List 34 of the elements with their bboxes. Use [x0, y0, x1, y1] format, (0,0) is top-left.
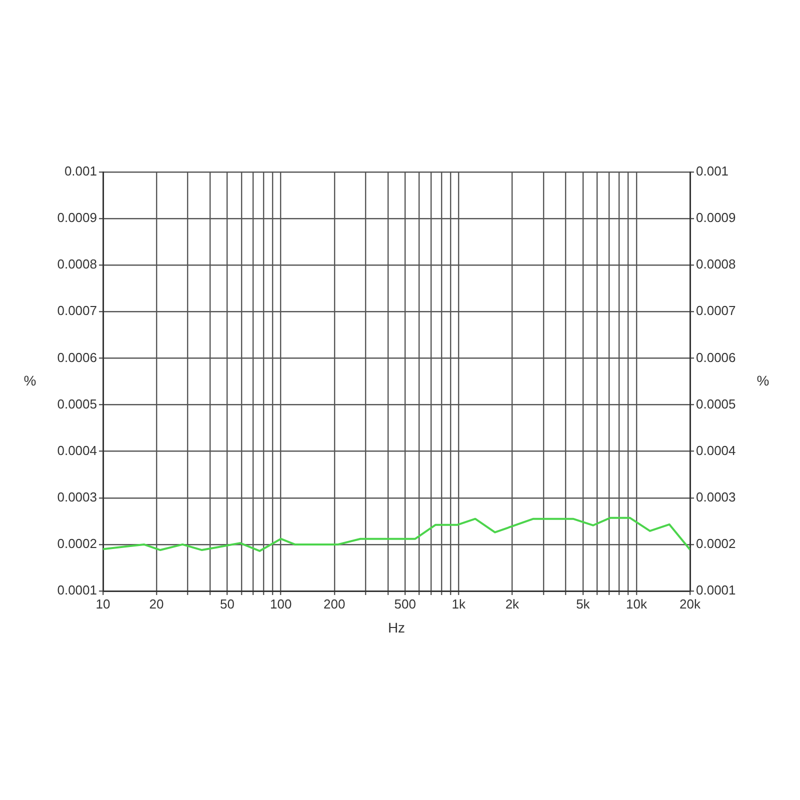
- x-tick-label: 5k: [576, 596, 590, 612]
- y2-tick-label: 0.0003: [696, 489, 736, 504]
- x-tick-label: 100: [270, 596, 292, 612]
- y-axis-title: %: [24, 372, 36, 388]
- x-axis-title: Hz: [388, 619, 406, 636]
- x-tick-label: 2k: [505, 596, 520, 612]
- y-tick-label: 0.001: [64, 164, 97, 179]
- y2-tick-label: 0.0004: [696, 442, 736, 458]
- y2-tick-label: 0.0009: [696, 210, 736, 226]
- y2-tick-label: 0.0008: [696, 256, 736, 272]
- y2-tick-label: 0.0007: [696, 303, 736, 318]
- y2-tick-label: 0.0006: [696, 350, 736, 365]
- x-tick-label: 50: [220, 596, 235, 612]
- y2-tick-label: 0.001: [696, 164, 729, 179]
- y-tick-label: 0.0006: [57, 350, 97, 365]
- y-tick-label: 0.0009: [57, 210, 97, 226]
- y-tick-label: 0.0005: [57, 396, 97, 412]
- y-tick-label: 0.0008: [57, 256, 97, 272]
- x-tick-label: 10k: [626, 596, 648, 612]
- y-tick-label: 0.0002: [57, 536, 97, 552]
- y-tick-label: 0.0001: [57, 582, 97, 598]
- x-tick-label: 500: [394, 596, 416, 612]
- x-tick-label: 200: [324, 596, 346, 612]
- y-tick-label: 0.0004: [57, 442, 97, 458]
- x-tick-label: 10: [96, 596, 110, 612]
- y2-axis-title: %: [756, 372, 770, 388]
- x-tick-label: 20: [149, 596, 164, 612]
- y2-tick-label: 0.0001: [696, 582, 736, 598]
- x-tick-label: 20k: [680, 596, 701, 612]
- x-tick-label: 1k: [452, 596, 466, 612]
- y2-tick-label: 0.0002: [696, 536, 736, 552]
- y2-tick-label: 0.0005: [696, 396, 736, 412]
- y-tick-label: 0.0003: [57, 489, 97, 504]
- y-tick-label: 0.0007: [57, 303, 97, 318]
